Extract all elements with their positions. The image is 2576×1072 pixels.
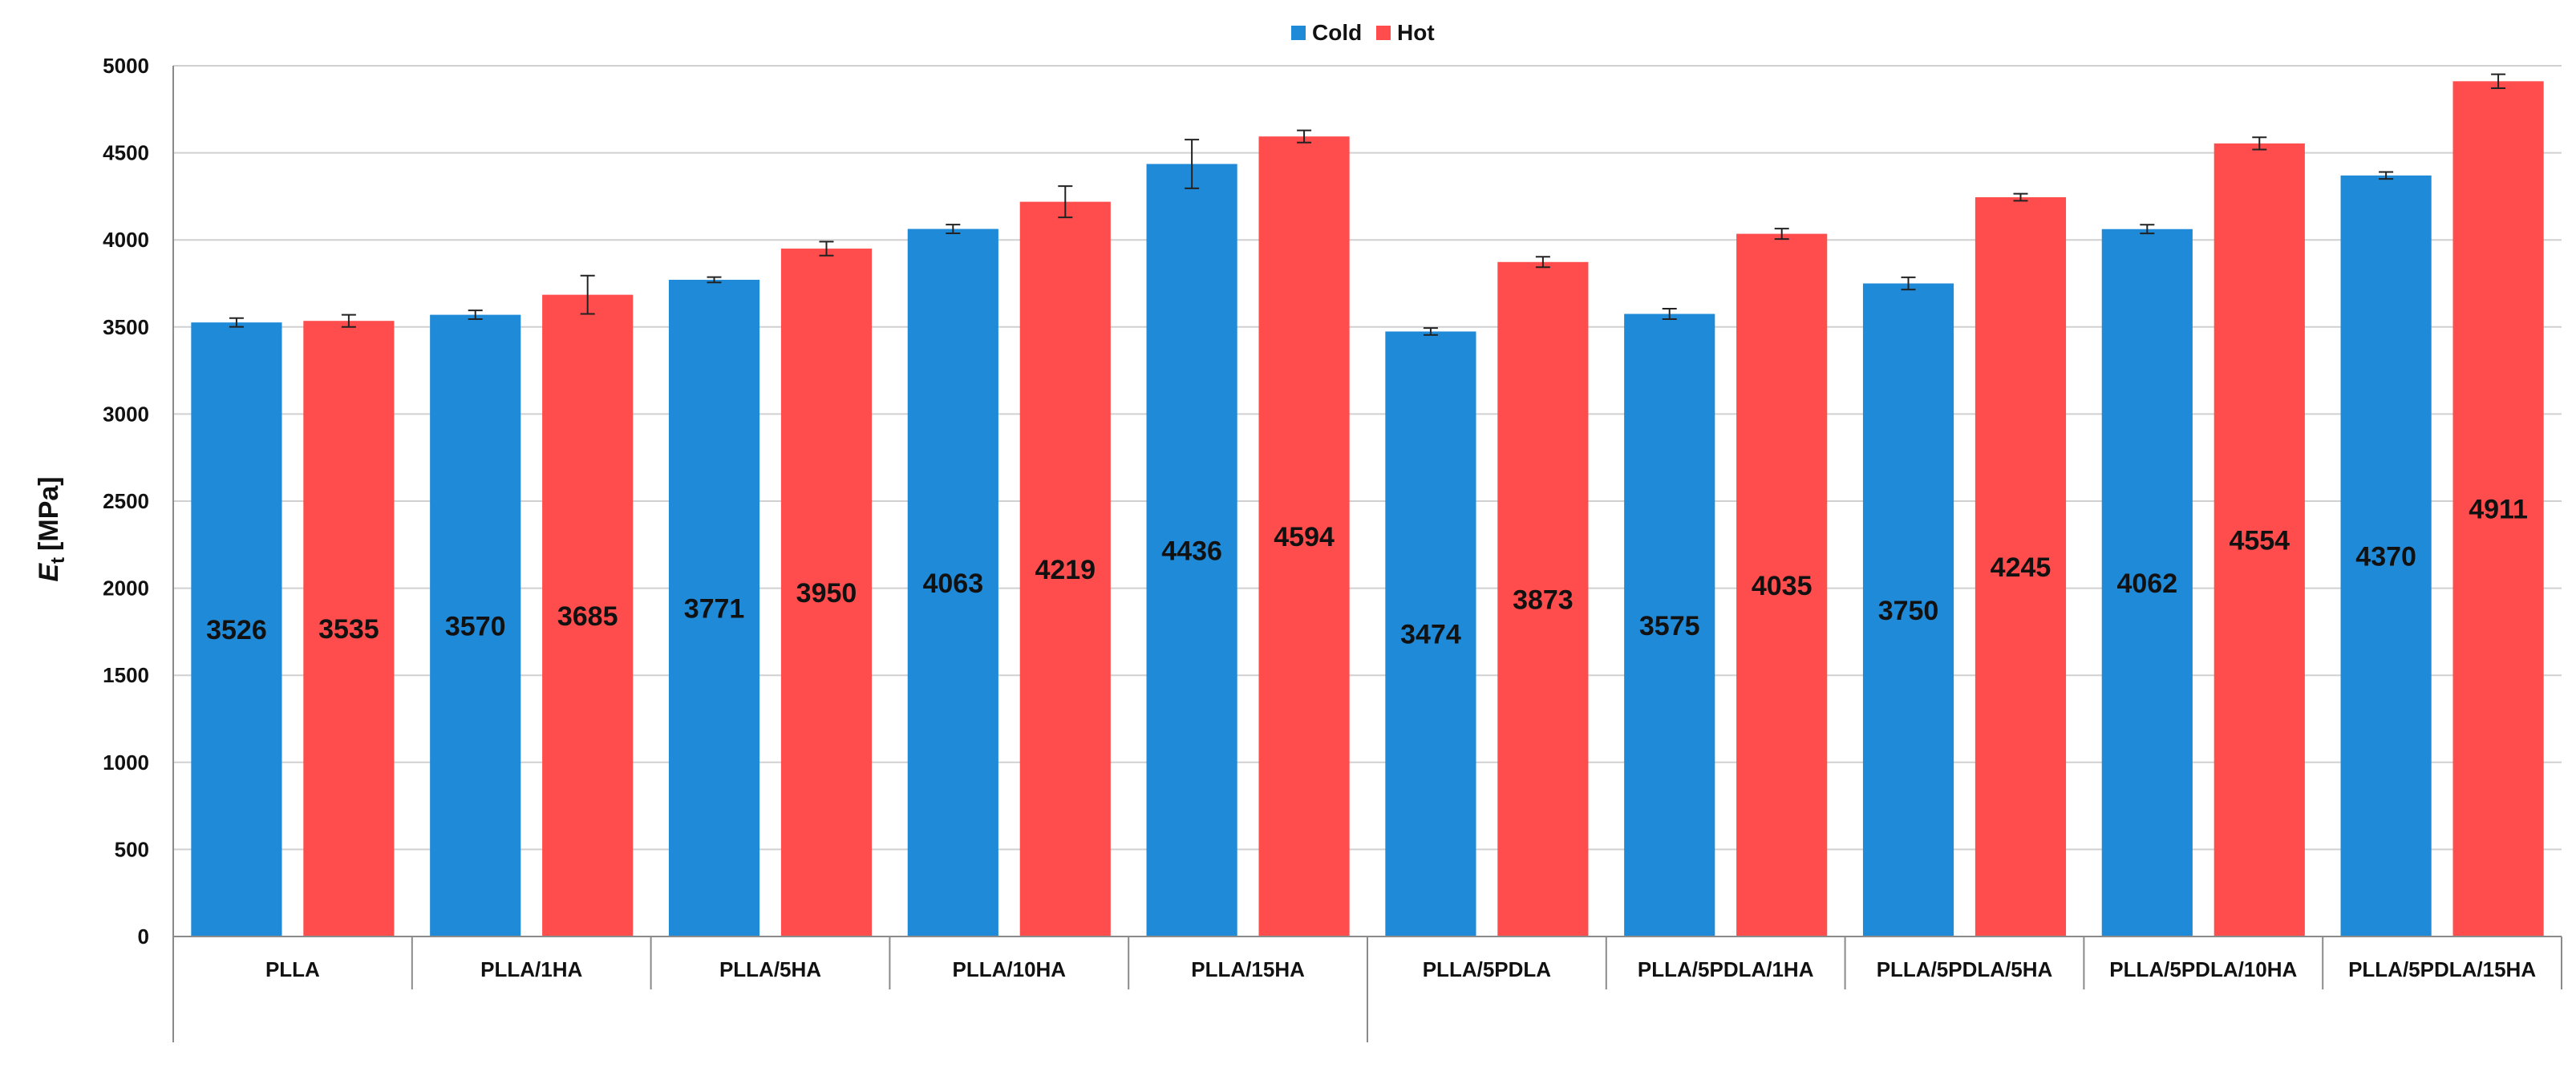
- bar-hot: [780, 249, 873, 936]
- x-tick-label: PLLA/1HA: [480, 957, 582, 981]
- bar-cold: [2340, 175, 2432, 936]
- y-tick-label: 0: [138, 924, 149, 949]
- data-label: 4219: [1035, 555, 1096, 585]
- x-tick-label: PLLA/5PDLA/15HA: [2348, 957, 2536, 981]
- data-label: 4436: [1161, 536, 1222, 566]
- data-label: 4554: [2229, 525, 2290, 556]
- data-label: 4370: [2355, 541, 2416, 572]
- bar-cold: [1146, 164, 1237, 936]
- bar-cold: [191, 322, 282, 936]
- bar-cold: [1862, 283, 1954, 936]
- y-tick-label: 1000: [103, 750, 149, 775]
- y-tick-label: 3500: [103, 315, 149, 339]
- y-axis-label-sub: t: [47, 557, 69, 564]
- y-axis-label-unit: [MPa]: [34, 476, 64, 551]
- x-tick-label: PLLA/15HA: [1191, 957, 1305, 981]
- y-tick-label: 1500: [103, 663, 149, 687]
- y-tick-label: 500: [115, 837, 149, 861]
- x-tick-label: PLLA/5PDLA/1HA: [1638, 957, 1814, 981]
- data-label: 4063: [922, 568, 983, 599]
- data-label: 4062: [2116, 568, 2177, 599]
- bar-hot: [2452, 81, 2544, 936]
- y-tick-label: 5000: [103, 54, 149, 78]
- bar-hot: [1975, 196, 2067, 937]
- bar-hot: [303, 321, 395, 936]
- gridlines: [173, 65, 2562, 937]
- x-tick-label: PLLA/5PDLA/5HA: [1877, 957, 2053, 981]
- bar-cold: [2101, 229, 2193, 936]
- axes: 0 500 1000 1500 2000 2500 3000 3500 4000 4500 5000…: [103, 54, 2562, 1042]
- legend-swatch-cold: [1291, 26, 1306, 40]
- bars: 3526 3535 3570 3685 3771 3950 4063 4219 4436 4594…: [191, 73, 2544, 937]
- y-axis-label-main: E: [34, 563, 64, 582]
- bar-hot: [1258, 136, 1350, 936]
- data-label: 3570: [445, 611, 506, 641]
- data-label: 4035: [1752, 571, 1813, 601]
- x-tick-label: PLLA/10HA: [953, 957, 1067, 981]
- legend-label-hot: Hot: [1397, 20, 1435, 45]
- y-tick-label: 4500: [103, 141, 149, 165]
- y-tick-label: 4000: [103, 228, 149, 252]
- x-tick-label: PLLA/5PDLA/10HA: [2109, 957, 2297, 981]
- legend-swatch-hot: [1376, 26, 1391, 40]
- data-label: 3474: [1400, 620, 1461, 650]
- bar-hot: [1019, 201, 1111, 937]
- data-label: 4594: [1274, 522, 1335, 552]
- bar-hot: [2213, 143, 2305, 936]
- bar-hot: [542, 294, 634, 936]
- x-tick-label: PLLA: [265, 957, 320, 981]
- bar-cold: [1385, 331, 1476, 936]
- x-tick-label: PLLA/5HA: [719, 957, 821, 981]
- bar-cold: [907, 229, 998, 937]
- data-label: 3685: [557, 601, 618, 632]
- data-label: 3750: [1878, 596, 1939, 626]
- data-label: 3873: [1513, 585, 1574, 615]
- data-label: 3575: [1639, 611, 1700, 641]
- y-tick-label: 2000: [103, 576, 149, 601]
- data-label: 3526: [206, 615, 267, 645]
- x-tick-label: PLLA/5PDLA: [1423, 957, 1552, 981]
- data-label: 3771: [684, 593, 745, 624]
- y-tick-label: 3000: [103, 402, 149, 426]
- legend: Cold Hot: [1291, 20, 1435, 45]
- data-label: 4245: [1991, 552, 2051, 583]
- bar-hot: [1736, 233, 1828, 936]
- bar-cold: [430, 314, 521, 936]
- y-tick-label: 2500: [103, 489, 149, 513]
- data-label: 4911: [2469, 495, 2528, 525]
- bar-cold: [1624, 314, 1715, 936]
- bar-cold: [668, 279, 760, 936]
- legend-label-cold: Cold: [1312, 20, 1362, 45]
- data-label: 3535: [318, 614, 379, 645]
- bar-hot: [1497, 261, 1589, 936]
- y-axis-label: Et [MPa]: [34, 476, 69, 581]
- data-label: 3950: [796, 578, 857, 609]
